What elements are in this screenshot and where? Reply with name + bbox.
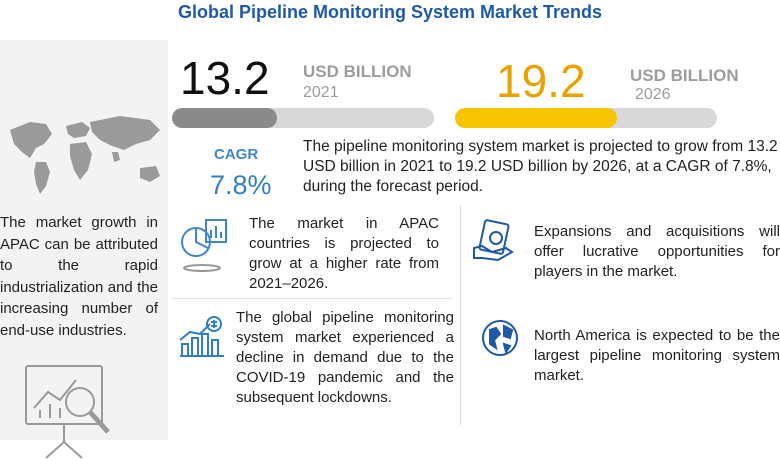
year-2026: 2026 [635,86,671,103]
cagr-label: CAGR [214,146,259,163]
progress-fill-2021 [172,108,277,128]
progress-bar-2026 [455,108,717,128]
globe-icon [482,320,518,356]
divider [172,298,452,299]
market-growth-text: The market growth in APAC can be attribu… [0,214,158,339]
vertical-divider [460,205,461,425]
apac-highlight: The market in APAC countries is projecte… [249,215,439,292]
covid-highlight: The global pipeline monitoring system ma… [236,309,454,406]
left-panel: The market growth in APAC can be attribu… [0,40,168,459]
progress-bar-2021 [172,108,434,128]
value-2021: 13.2 [180,52,270,104]
unit-2021: USD BILLION [303,62,412,81]
expansions-highlight: Expansions and acquisitions will offer l… [534,223,780,280]
value-2026: 19.2 [496,55,586,107]
year-2021: 2021 [303,84,339,101]
growth-chart-icon [181,219,227,272]
analytics-presentation-icon [25,365,110,459]
world-map-icon [10,116,160,194]
money-hand-icon [473,219,514,262]
progress-fill-2026 [455,108,618,128]
unit-2026: USD BILLION [630,66,739,85]
cagr-value: 7.8% [210,170,272,200]
dollar-growth-icon [179,316,224,357]
page-title: Global Pipeline Monitoring System Market… [177,2,603,22]
north-america-highlight: North America is expected to be the larg… [534,327,780,384]
projection-text: The pipeline monitoring system market is… [303,138,778,195]
